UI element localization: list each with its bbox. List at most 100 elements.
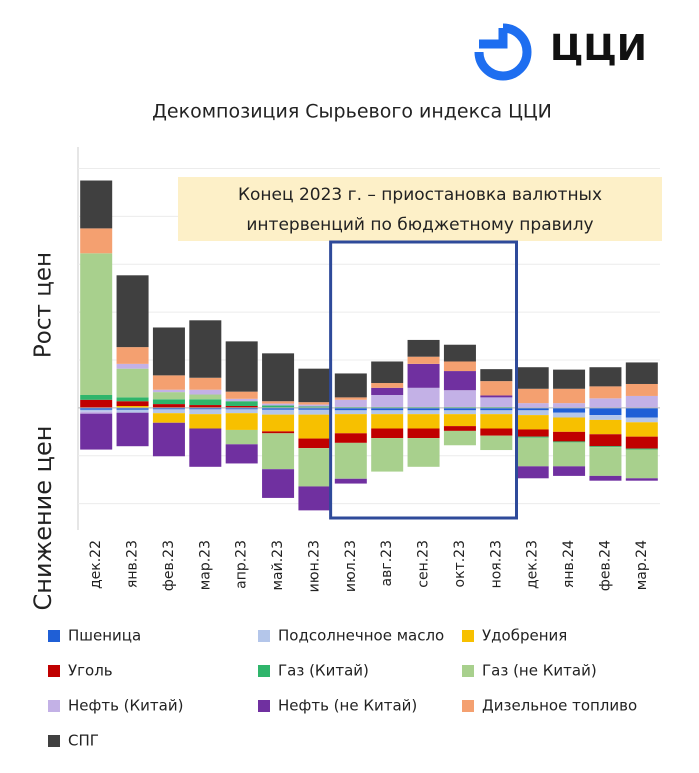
bar-segment [516, 410, 549, 416]
bar-segment [225, 341, 258, 392]
x-tick-label: янв.24 [561, 540, 577, 588]
bar-segment [80, 411, 113, 414]
bar-segment [262, 407, 295, 410]
bar-segment [589, 398, 622, 408]
bar-segment [443, 407, 476, 411]
annotation-text: интервенций по бюджетному правилу [246, 215, 593, 235]
bar-segment [516, 466, 549, 479]
bar-segment [334, 373, 367, 398]
bar-segment [625, 436, 658, 449]
bar-segment [371, 407, 404, 411]
legend-label: Нефть (Китай) [68, 697, 183, 715]
logo-icon [479, 28, 508, 49]
bar-segment [480, 395, 513, 398]
bar-segment [262, 405, 295, 408]
x-tick-label: авг.23 [379, 540, 395, 586]
legend-label: Подсолнечное масло [278, 627, 444, 645]
bar-segment [334, 442, 367, 479]
x-tick-label: мар.24 [634, 540, 650, 590]
bar-segment [225, 391, 258, 399]
bar-segment [625, 362, 658, 384]
bar-segment [625, 449, 658, 479]
bar-segment [589, 434, 622, 447]
bar-segment [407, 414, 440, 429]
bar-segment [189, 414, 222, 429]
bar-segment [407, 356, 440, 364]
bar-segment [480, 397, 513, 407]
bar-segment [480, 414, 513, 429]
legend-swatch [462, 665, 474, 677]
chart-title: Декомпозиция Сырьевого индекса ЦЦИ [152, 101, 552, 123]
bar-segment [80, 394, 113, 400]
bar-segment [225, 398, 258, 402]
legend-label: СПГ [68, 732, 99, 750]
bar-segment [225, 401, 258, 407]
bar-segment [516, 403, 549, 408]
bar-segment [371, 387, 404, 395]
bar-segment [589, 447, 622, 476]
bar-segment [480, 410, 513, 415]
bar-segment [189, 320, 222, 378]
legend-swatch [462, 700, 474, 712]
bar-segment [443, 430, 476, 446]
bar-segment [443, 371, 476, 391]
bar-segment [553, 412, 586, 418]
legend-label: Пшеница [68, 627, 141, 645]
bar-segment [152, 399, 185, 405]
annotation-text: Конец 2023 г. – приостановка валютных [238, 185, 602, 205]
bar-segment [480, 435, 513, 451]
bar-segment [80, 253, 113, 395]
bar-segment [516, 367, 549, 389]
bar-segment [443, 361, 476, 372]
bar-segment [116, 397, 149, 402]
legend-label: Дизельное топливо [482, 697, 637, 715]
legend-swatch [48, 700, 60, 712]
bar-segment [80, 180, 113, 229]
bar-segment [225, 429, 258, 445]
bar-segment [516, 429, 549, 437]
bar-segment [407, 428, 440, 439]
bar-segment [262, 401, 295, 404]
bar-segment [298, 368, 331, 403]
bar-segment [262, 353, 295, 402]
bar-segment [116, 407, 149, 410]
bar-segment [625, 395, 658, 408]
bar-segment [480, 428, 513, 436]
highlight-frame [329, 240, 518, 520]
logo: ЦЦИ [474, 23, 647, 81]
bar-segment [516, 415, 549, 430]
bar-segment [625, 383, 658, 396]
x-tick-label: дек.23 [525, 540, 541, 589]
bar-segment [152, 327, 185, 376]
y-label-down: Снижение цен [29, 426, 57, 611]
x-tick-label: апр.23 [234, 540, 250, 589]
bar-segment [116, 412, 149, 447]
bar-segment [480, 381, 513, 396]
bar-segment [480, 369, 513, 382]
bar-segment [189, 405, 222, 408]
bar-segment [189, 409, 222, 415]
bar-segment [225, 407, 258, 410]
bar-segment [625, 448, 658, 450]
bar-segment [334, 414, 367, 434]
bar-segment [371, 394, 404, 407]
bar-segment [189, 407, 222, 410]
bar-segment [334, 433, 367, 443]
x-tick-label: май.23 [270, 540, 286, 591]
bar-segment [298, 404, 331, 407]
legend-swatch [258, 700, 270, 712]
bar-segment [225, 409, 258, 414]
bar-segment [589, 386, 622, 399]
bar-segment [443, 390, 476, 407]
legend-swatch [48, 665, 60, 677]
bar-segment [371, 383, 404, 388]
bar-segment [589, 446, 622, 448]
y-label-up: Рост цен [31, 252, 57, 358]
bar-segment [189, 389, 222, 395]
bar-segment [589, 367, 622, 387]
legend-label: Удобрения [482, 627, 567, 645]
bar-segment [262, 414, 295, 432]
bar-segment [225, 406, 258, 408]
